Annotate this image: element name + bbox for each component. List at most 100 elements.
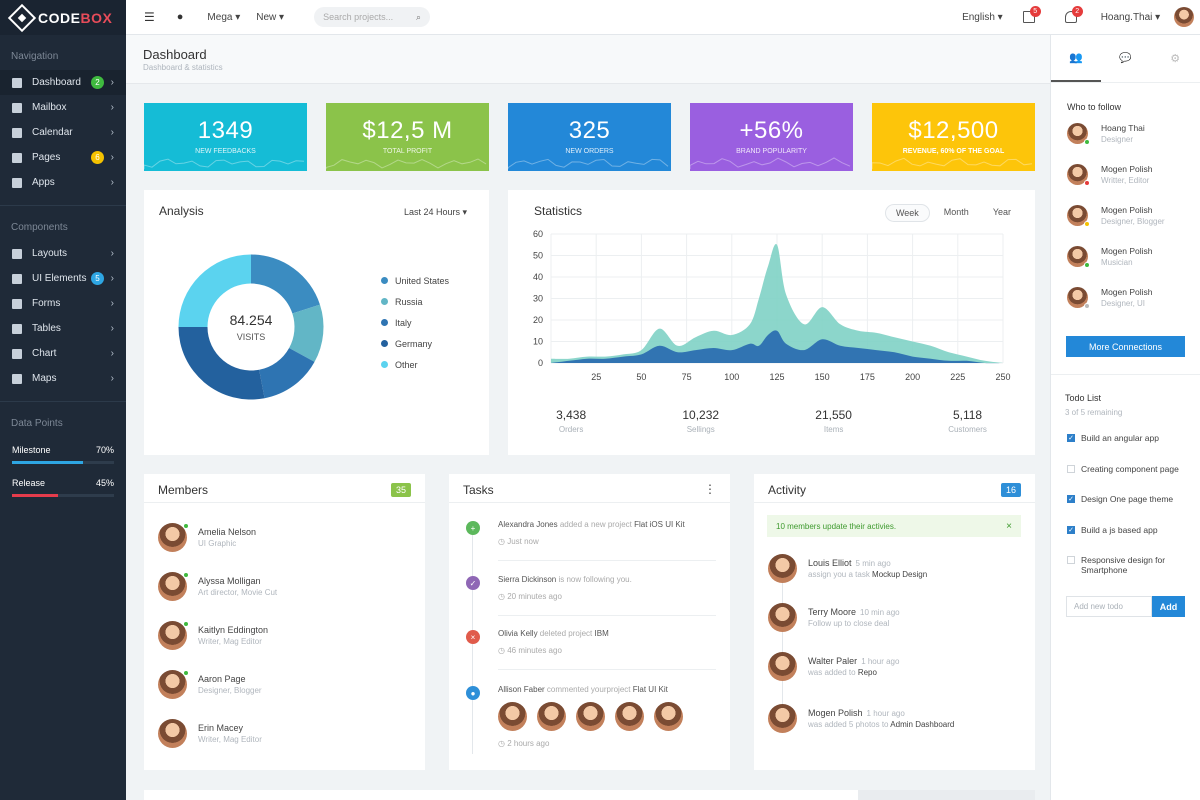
user-menu[interactable]: Hoang.Thai ▾ xyxy=(1100,11,1161,23)
stat-tile[interactable]: +56% Brand Popularity xyxy=(690,103,853,171)
donut-slice-united-states[interactable] xyxy=(251,254,320,314)
member-role: Art director, Movie Cut xyxy=(198,588,278,597)
task-user[interactable]: Alexandra Jones xyxy=(498,520,558,529)
activity-object[interactable]: Mockup Design xyxy=(872,570,928,579)
follow-suggestion[interactable]: Mogen Polish Designer, UI xyxy=(1067,287,1153,309)
activity-object[interactable]: Admin Dashboard xyxy=(890,720,955,729)
photo-thumbnail[interactable] xyxy=(615,702,644,731)
activity-user[interactable]: Walter Paler xyxy=(808,656,858,666)
sidebar-item-ui-elements[interactable]: UI Elements 5 › xyxy=(0,266,126,291)
search-input[interactable]: Search projects... ⌕ xyxy=(314,7,431,27)
todo-checkbox[interactable]: ✓ xyxy=(1067,495,1075,503)
sidebar-item-forms[interactable]: Forms › xyxy=(0,291,126,316)
photo-thumbnail[interactable] xyxy=(537,702,566,731)
donut-slice-italy[interactable] xyxy=(259,347,315,399)
follow-suggestion[interactable]: Mogen Polish Musician xyxy=(1067,246,1153,268)
sidebar-item-calendar[interactable]: Calendar › xyxy=(0,120,126,145)
task-item[interactable]: Sierra Dickinson is now following you. ◷ … xyxy=(498,575,632,601)
mega-menu[interactable]: Mega ▾ xyxy=(207,11,241,23)
tab-month[interactable]: Month xyxy=(943,207,969,217)
task-user[interactable]: Allison Faber xyxy=(498,685,545,694)
menu-toggle-icon[interactable]: ☰ xyxy=(144,10,155,24)
follow-suggestion[interactable]: Mogen Polish Designer, Blogger xyxy=(1067,205,1165,227)
calendar-notification-icon[interactable]: 5 xyxy=(1022,6,1041,23)
todo-item[interactable]: Responsive design for Smartphone xyxy=(1067,555,1192,575)
todo-checkbox[interactable] xyxy=(1067,464,1075,473)
task-item[interactable]: Olivia Kelly deleted project IBM ◷ 46 min… xyxy=(498,629,609,655)
brand-name: CODEBOX xyxy=(38,9,113,26)
sidebar-item-label: Apps xyxy=(32,177,55,188)
member-row[interactable]: Aaron Page Designer, Blogger xyxy=(158,670,262,699)
donut-slice-germany[interactable] xyxy=(178,327,265,400)
sidebar-item-maps[interactable]: Maps › xyxy=(0,366,126,391)
todo-checkbox[interactable]: ✓ xyxy=(1067,434,1075,442)
stat-tile[interactable]: $12,500 Revenue, 60% of the goal xyxy=(872,103,1035,171)
stat-tile[interactable]: $12,5 M Total Profit xyxy=(326,103,489,171)
follow-suggestion[interactable]: Mogen Polish Writter, Editor xyxy=(1067,164,1153,186)
activity-user[interactable]: Mogen Polish xyxy=(808,708,863,718)
todo-item[interactable]: ✓ Design One page theme xyxy=(1067,494,1192,504)
activity-item[interactable]: Walter Paler 1 hour ago was added to Repo xyxy=(768,652,899,681)
photo-thumbnail[interactable] xyxy=(498,702,527,731)
activity-item[interactable]: Mogen Polish 1 hour ago was added 5 photos… xyxy=(768,704,954,733)
people-tab[interactable]: 👥 xyxy=(1051,35,1101,82)
photo-thumbnail[interactable] xyxy=(654,702,683,731)
bell-notification-icon[interactable]: 2 xyxy=(1064,6,1083,23)
sidebar-item-tables[interactable]: Tables › xyxy=(0,316,126,341)
stat-tile[interactable]: 1349 New Feedbacks xyxy=(144,103,307,171)
sidebar-item-dashboard[interactable]: Dashboard 2 › xyxy=(0,70,126,95)
tab-year[interactable]: Year xyxy=(992,207,1011,217)
photo-thumbnail[interactable] xyxy=(576,702,605,731)
member-row[interactable]: Erin Macey Writer, Mag Editor xyxy=(158,719,262,748)
tab-week[interactable]: Week xyxy=(884,204,930,222)
sidebar-item-apps[interactable]: Apps › xyxy=(0,170,126,195)
settings-tab[interactable]: ⚙ xyxy=(1170,53,1181,65)
task-object[interactable]: Flat UI Kit xyxy=(632,685,668,694)
area-series-1 xyxy=(551,244,1003,363)
member-row[interactable]: Amelia Nelson UI Graphic xyxy=(158,523,256,552)
activity-item[interactable]: Louis Elliot 5 min ago assign you a task M… xyxy=(768,554,927,583)
add-todo-button[interactable]: Add xyxy=(1152,596,1185,617)
todo-checkbox[interactable]: ✓ xyxy=(1067,525,1075,534)
todo-item[interactable]: Creating component page xyxy=(1067,464,1192,474)
new-menu[interactable]: New ▾ xyxy=(256,11,285,23)
language-select[interactable]: English ▾ xyxy=(962,11,1003,23)
todo-item[interactable]: ✓ Build a js based app xyxy=(1067,525,1192,535)
area-series-2 xyxy=(551,330,1003,364)
sidebar-item-label: Forms xyxy=(32,298,61,309)
user-icon[interactable]: ● xyxy=(176,11,184,23)
sidebar-item-mailbox[interactable]: Mailbox › xyxy=(0,95,126,120)
member-row[interactable]: Kaitlyn Eddington Writer, Mag Editor xyxy=(158,621,268,650)
activity-object[interactable]: Repo xyxy=(857,668,877,677)
task-user[interactable]: Olivia Kelly xyxy=(498,629,538,638)
member-row[interactable]: Alyssa Molligan Art director, Movie Cut xyxy=(158,572,277,601)
sidebar-item-pages[interactable]: Pages 6 › xyxy=(0,145,126,170)
range-dropdown[interactable]: Last 24 Hours ▾ xyxy=(403,207,467,217)
task-object[interactable]: Flat iOS UI Kit xyxy=(634,520,685,529)
activity-text: assign you a task xyxy=(808,570,873,579)
stat-tile[interactable]: 325 New Orders xyxy=(508,103,671,171)
todo-checkbox[interactable] xyxy=(1067,556,1075,564)
chat-tab[interactable]: 💬 xyxy=(1119,53,1132,64)
task-item[interactable]: Allison Faber commented yourproject Flat… xyxy=(498,685,683,748)
activity-user[interactable]: Louis Elliot xyxy=(808,558,852,568)
donut-slice-other[interactable] xyxy=(178,254,252,328)
sidebar-item-chart[interactable]: Chart › xyxy=(0,341,126,366)
todo-item[interactable]: ✓ Build an angular app xyxy=(1067,433,1192,443)
activity-user[interactable]: Terry Moore xyxy=(808,607,857,617)
close-icon[interactable]: × xyxy=(1006,520,1012,532)
more-connections-button[interactable]: More Connections xyxy=(1066,336,1185,357)
more-vert-icon[interactable]: ⋮ xyxy=(704,482,716,496)
follow-suggestion[interactable]: Hoang Thai Designer xyxy=(1067,123,1145,145)
new-todo-input[interactable]: Add new todo xyxy=(1066,596,1152,617)
donut-slice-russia[interactable] xyxy=(289,304,324,362)
task-item[interactable]: Alexandra Jones added a new project Flat… xyxy=(498,520,685,546)
legend-item: Italy xyxy=(381,312,449,333)
search-icon[interactable]: ⌕ xyxy=(416,11,422,22)
user-avatar[interactable] xyxy=(1174,7,1195,27)
brand-logo[interactable]: CODEBOX xyxy=(0,0,126,35)
task-user[interactable]: Sierra Dickinson xyxy=(498,575,557,584)
activity-item[interactable]: Terry Moore 10 min ago Follow up to close … xyxy=(768,603,900,632)
task-object[interactable]: IBM xyxy=(594,629,609,638)
sidebar-item-layouts[interactable]: Layouts › xyxy=(0,241,126,266)
